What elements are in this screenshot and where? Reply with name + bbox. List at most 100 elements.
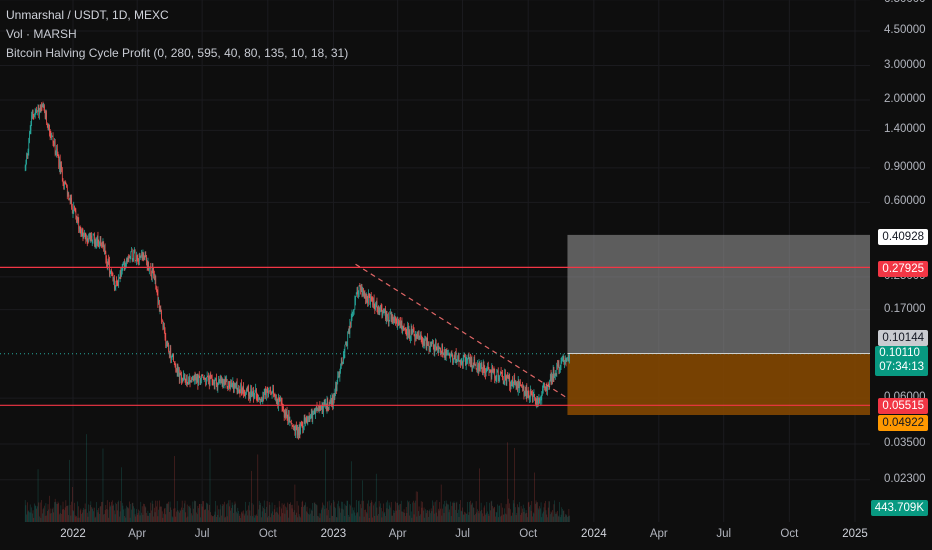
candle-body — [506, 374, 508, 384]
candle-body — [403, 326, 405, 329]
volume-bar — [467, 515, 469, 522]
volume-bar — [75, 516, 77, 522]
candle-body — [278, 398, 280, 400]
candle-body — [200, 378, 202, 385]
volume-bar — [478, 513, 480, 522]
candle-body — [480, 364, 481, 368]
candle-body — [109, 272, 111, 274]
last-price-tag: 0.10110 07:34:13 — [875, 346, 928, 376]
candle-body — [68, 193, 70, 201]
candle-body — [482, 370, 483, 374]
candle-body — [414, 334, 416, 341]
candle-body — [79, 227, 81, 232]
candle-body — [562, 358, 563, 361]
volume-indicator-label[interactable]: Vol · MARSH — [6, 27, 77, 41]
volume-bar — [185, 512, 187, 522]
volume-bar — [370, 500, 372, 522]
candle-body — [84, 234, 86, 237]
candle-body — [342, 363, 344, 365]
candle-body — [194, 374, 196, 381]
volume-bar — [86, 512, 88, 522]
volume-bar — [528, 501, 530, 522]
volume-bar — [273, 509, 275, 522]
candle-body — [296, 426, 298, 436]
x-tick-label: Oct — [258, 528, 277, 540]
candle-body — [75, 211, 77, 217]
volume-bar — [61, 513, 62, 522]
candle-body — [312, 414, 314, 419]
volume-bar — [556, 513, 558, 522]
volume-bar — [343, 503, 345, 522]
candle-body — [301, 423, 302, 425]
volume-bar — [359, 516, 361, 522]
candle-body — [191, 379, 193, 382]
volume-bar — [562, 508, 563, 522]
volume-bar — [280, 516, 281, 522]
volume-bar — [397, 502, 398, 522]
candle-body — [388, 321, 390, 323]
candle-body — [450, 356, 451, 358]
volume-bar — [345, 505, 346, 522]
volume-bar — [557, 515, 559, 522]
candle-body — [183, 374, 184, 381]
volume-bar — [121, 467, 122, 522]
candle-body — [493, 368, 495, 371]
candle-body — [443, 353, 444, 355]
volume-bar — [223, 501, 225, 522]
candle-body — [179, 372, 181, 381]
volume-bar — [289, 504, 291, 522]
volume-bar — [207, 504, 209, 522]
candle-body — [532, 393, 533, 402]
candle-body — [57, 148, 58, 155]
volume-bar — [323, 504, 324, 522]
volume-bar — [412, 502, 413, 522]
volume-bar — [268, 502, 270, 522]
candle-body — [193, 378, 194, 382]
volume-bar — [337, 503, 339, 522]
volume-bar — [544, 503, 545, 522]
candle-body — [87, 242, 89, 244]
volume-bar — [131, 502, 133, 522]
volume-bar — [333, 500, 334, 522]
candle-body — [323, 403, 325, 406]
volume-bar — [76, 516, 77, 522]
candle-body — [513, 377, 515, 383]
candle-body — [129, 256, 131, 259]
volume-bar — [109, 506, 111, 522]
candle-body — [430, 341, 432, 345]
candle-body — [166, 342, 167, 347]
candle-body — [228, 381, 229, 388]
halving-indicator-label[interactable]: Bitcoin Halving Cycle Profit (0, 280, 59… — [6, 46, 349, 60]
volume-bar — [371, 502, 373, 522]
candle-body — [248, 385, 249, 396]
candle-body — [401, 320, 403, 333]
candle-body — [325, 403, 326, 406]
candle-body — [198, 375, 200, 377]
volume-bar — [334, 506, 336, 522]
candle-body — [437, 345, 438, 350]
volume-bar — [151, 500, 153, 522]
candle-body — [248, 395, 250, 397]
volume-bar — [463, 514, 465, 522]
volume-bar — [450, 516, 452, 522]
volume-bar — [45, 503, 47, 522]
candle-body — [538, 398, 540, 402]
candle-body — [541, 393, 543, 400]
candle-body — [111, 273, 113, 276]
volume-bar — [485, 513, 487, 522]
volume-bar — [498, 505, 500, 522]
volume-bar — [378, 513, 379, 522]
candle-body — [81, 229, 82, 237]
volume-bar — [429, 509, 431, 522]
candle-body — [55, 152, 57, 155]
volume-bar — [107, 509, 109, 522]
volume-bar — [230, 510, 231, 522]
symbol-title[interactable]: Unmarshal / USDT, 1D, MEXC — [6, 8, 169, 22]
volume-bar — [179, 509, 181, 522]
candle-body — [271, 393, 273, 395]
candle-body — [264, 388, 266, 394]
candle-body — [230, 382, 231, 387]
candle-body — [465, 360, 467, 366]
candle-body — [509, 375, 510, 386]
